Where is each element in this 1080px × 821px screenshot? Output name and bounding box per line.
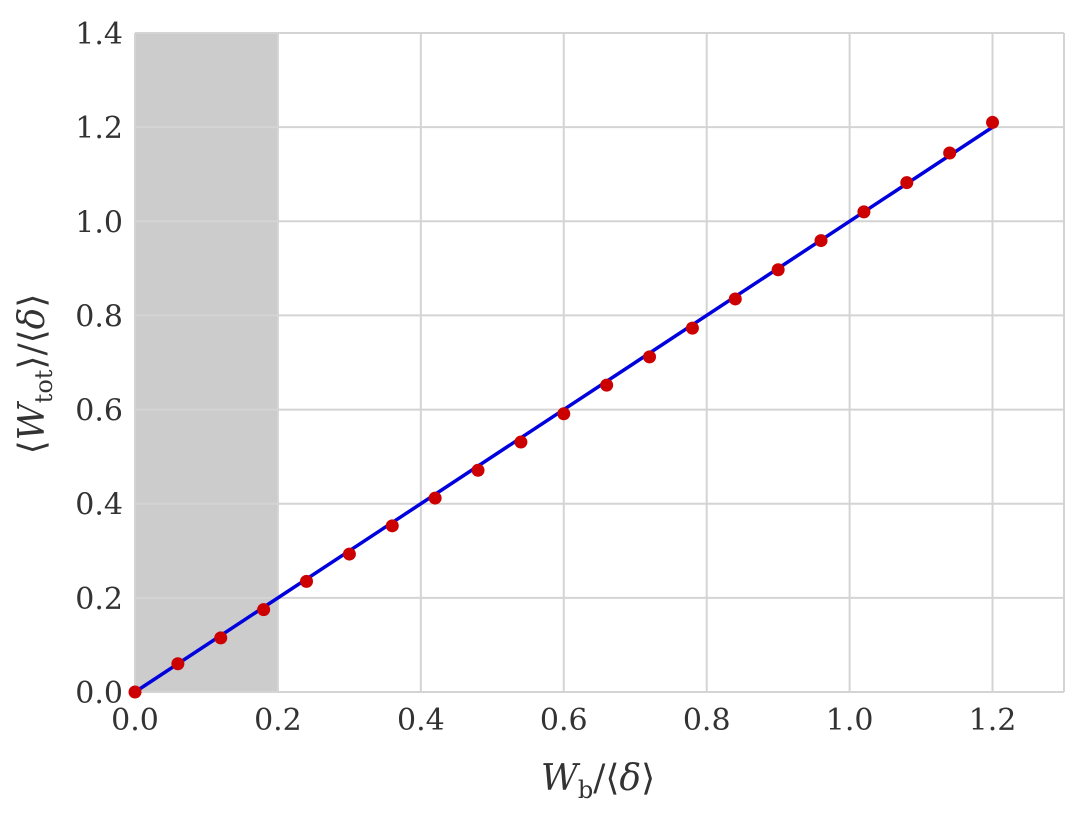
x-label-main: W (541, 758, 581, 799)
y-tick-label: 1.0 (75, 205, 123, 240)
y-tick-label: 0.6 (75, 394, 123, 429)
data-point (514, 435, 528, 449)
data-point (986, 115, 1000, 129)
y-axis-label: ⟨Wtot⟩/⟨δ⟩ (12, 294, 58, 455)
x-tick-label: 1.0 (826, 703, 874, 738)
data-point (900, 176, 914, 190)
x-tick-label: 0.0 (111, 703, 159, 738)
data-point (857, 205, 871, 219)
x-tick-label: 0.2 (254, 703, 302, 738)
y-label-main: W (12, 400, 53, 440)
data-point (385, 519, 399, 533)
data-point (814, 234, 828, 248)
data-point (128, 685, 142, 699)
x-tick-label: 0.8 (683, 703, 731, 738)
data-point (600, 378, 614, 392)
y-label-suffix: ⟩/⟨ (12, 329, 53, 369)
y-label-close: ⟩ (12, 294, 53, 308)
data-point (557, 407, 571, 421)
data-point (685, 321, 699, 335)
data-point (428, 491, 442, 505)
data-point (342, 547, 356, 561)
data-points-layer (128, 115, 1000, 699)
x-label-sub: b (578, 776, 593, 804)
shaded-region (135, 33, 278, 692)
data-point (300, 574, 314, 588)
data-point (171, 657, 185, 671)
x-tick-label: 1.2 (969, 703, 1017, 738)
y-label-open: ⟨ (12, 440, 53, 454)
data-point (771, 263, 785, 277)
y-tick-label: 0.2 (75, 582, 123, 617)
data-point (943, 146, 957, 160)
x-tick-label: 0.6 (540, 703, 588, 738)
y-label-sub: tot (30, 369, 58, 403)
x-label-delta: δ (619, 758, 641, 799)
data-point (728, 292, 742, 306)
x-label-suffix: /⟨ (593, 758, 619, 799)
shaded-region-layer (135, 33, 278, 692)
y-tick-label: 1.4 (75, 17, 123, 52)
y-tick-label: 0.4 (75, 488, 123, 523)
data-point (257, 603, 271, 617)
y-tick-label: 0.8 (75, 299, 123, 334)
x-axis-label: Wb/⟨δ⟩ (541, 758, 655, 804)
y-tick-label: 1.2 (75, 111, 123, 146)
grid-layer (134, 32, 1065, 693)
tick-labels-layer: 0.0 0.2 0.4 0.6 0.8 1.0 1.2 0.0 0.2 0.4 0.6 0.8 1.0 1… (75, 17, 1016, 738)
data-point (214, 631, 228, 645)
data-point (471, 463, 485, 477)
x-label-close: ⟩ (641, 758, 655, 799)
data-point (643, 350, 657, 364)
y-tick-label: 0.0 (75, 676, 123, 711)
y-label-delta: δ (12, 308, 53, 330)
x-tick-label: 0.4 (397, 703, 445, 738)
